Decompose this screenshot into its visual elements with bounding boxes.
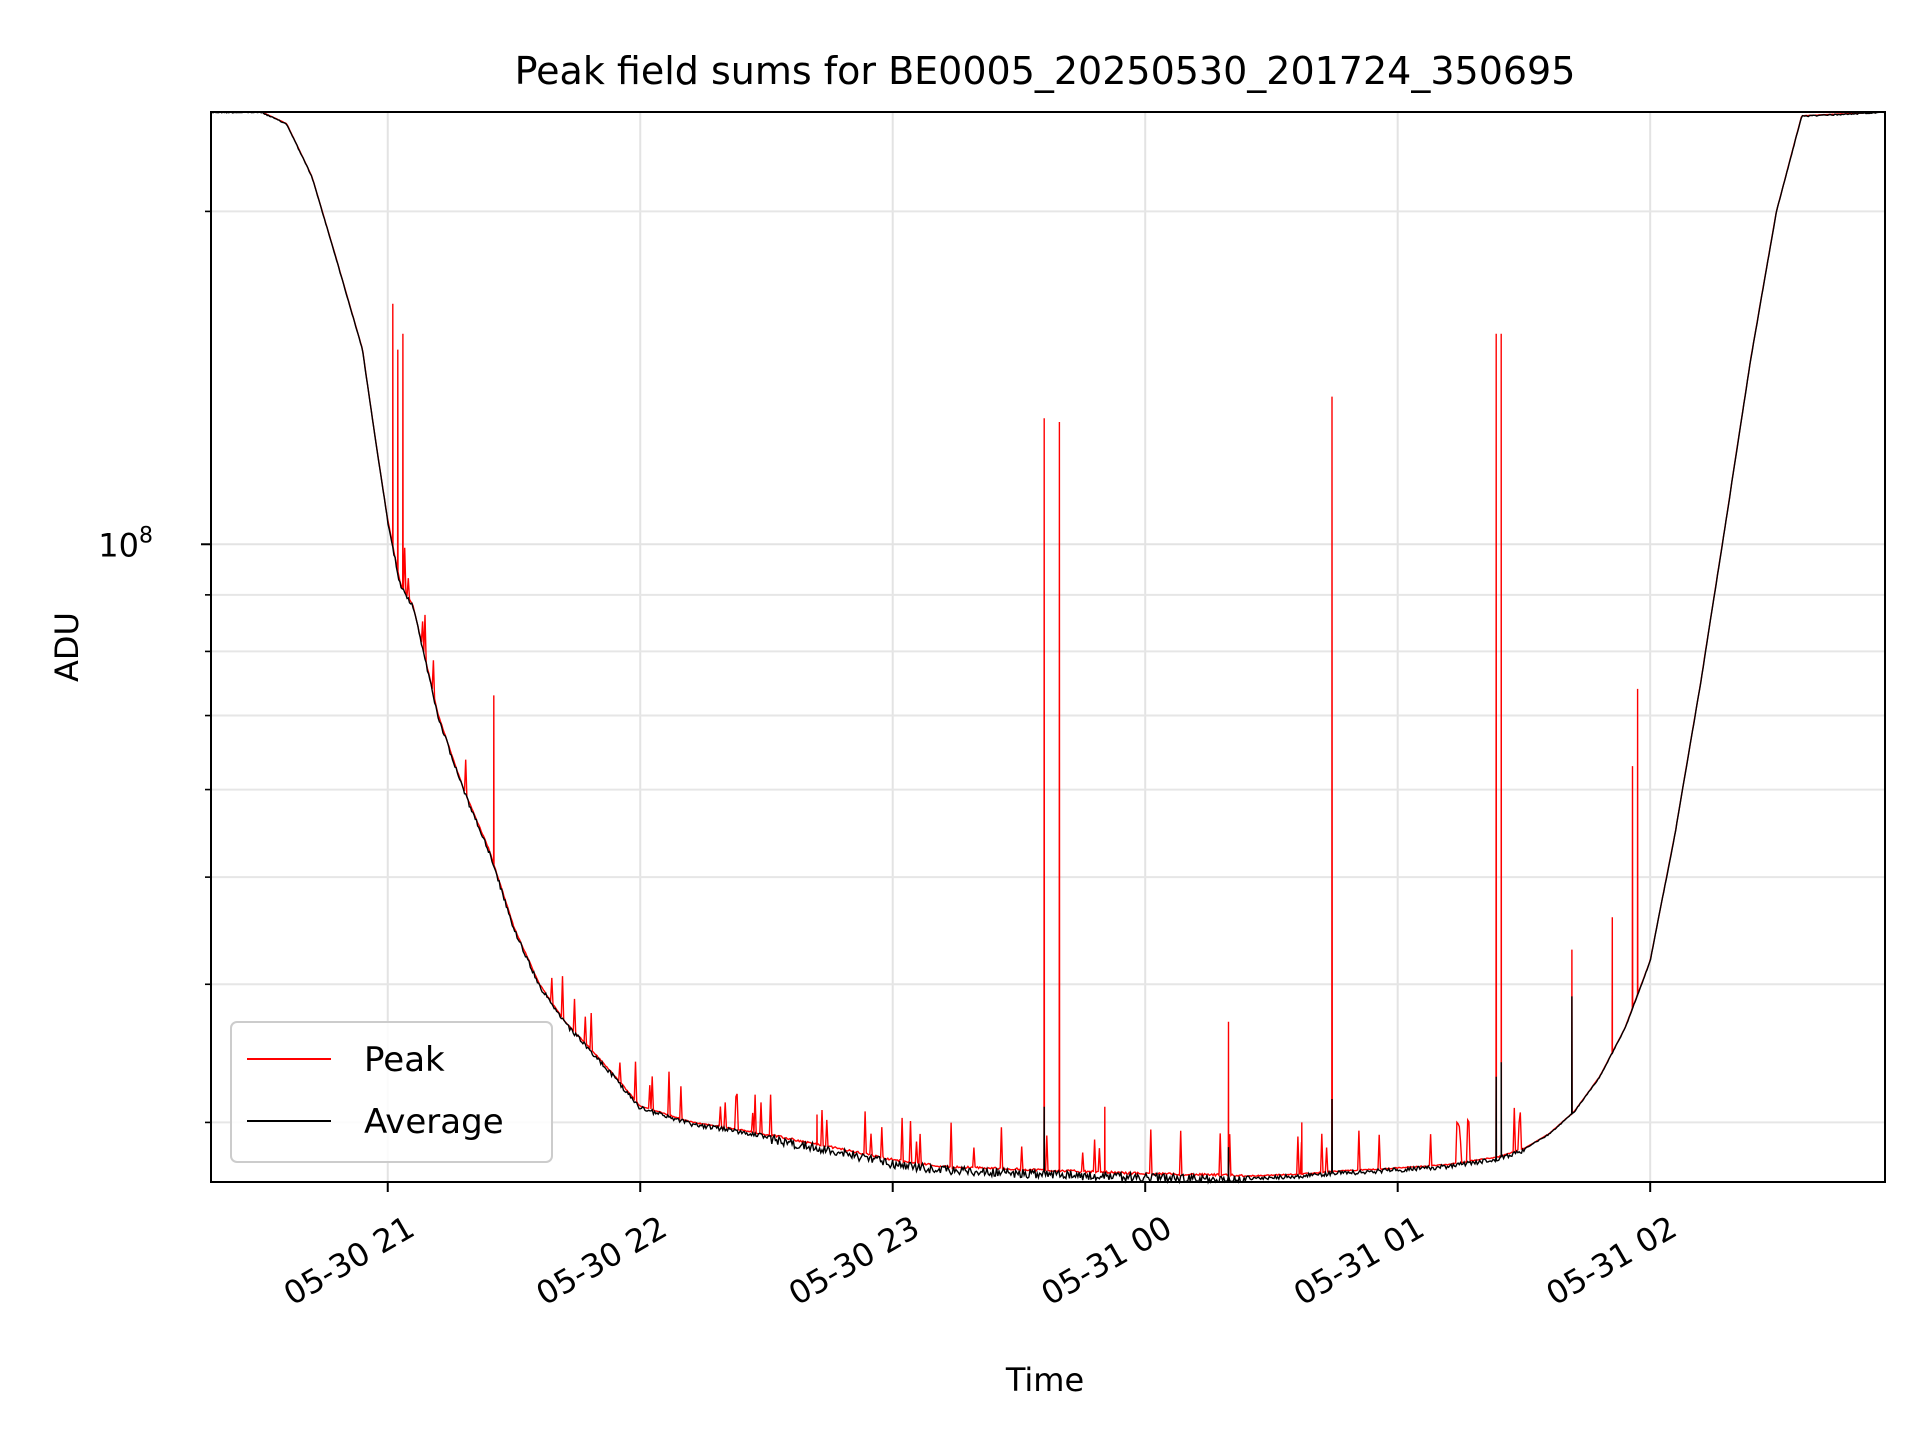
chart-title: Peak field sums for BE0005_20250530_2017… <box>515 49 1576 93</box>
legend: Peak Average <box>230 1021 553 1163</box>
legend-peak-label: Peak <box>364 1040 445 1080</box>
y-tick-label: 108 <box>98 523 153 564</box>
grid <box>211 112 1885 1182</box>
average-series-line <box>211 111 1886 1185</box>
y-axis-label: ADU <box>48 612 86 682</box>
x-tick-label: 05-30 22 <box>530 1208 674 1313</box>
x-tick-label: 05-30 21 <box>277 1208 421 1313</box>
plot-frame <box>210 111 1886 1183</box>
x-tick-label: 05-30 23 <box>782 1208 926 1313</box>
series-lines <box>211 111 1886 1185</box>
peak-series-line <box>211 111 1885 1178</box>
legend-average-label: Average <box>364 1102 504 1142</box>
legend-box <box>230 1021 553 1163</box>
x-axis-label: Time <box>1005 1361 1084 1399</box>
x-tick-label: 05-31 02 <box>1540 1208 1684 1313</box>
x-tick-label: 05-31 00 <box>1035 1208 1179 1313</box>
x-tick-label: 05-31 01 <box>1287 1208 1431 1313</box>
